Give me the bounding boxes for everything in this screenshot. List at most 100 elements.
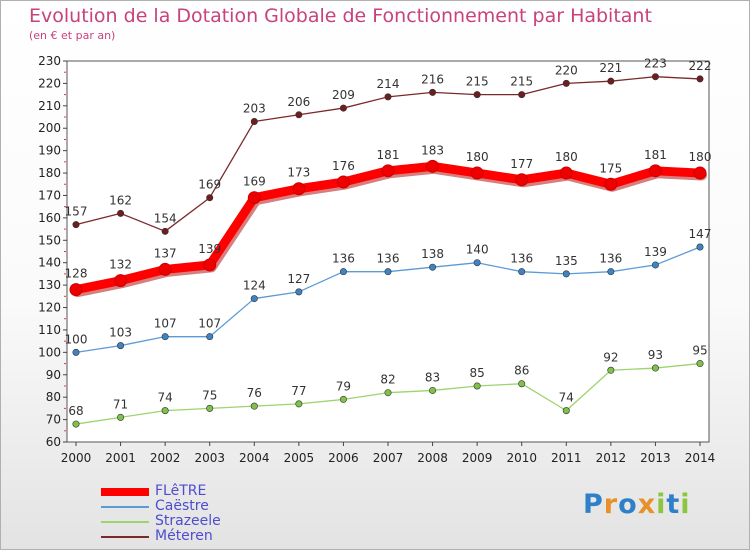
data-label-strazeele: 71 [113,397,128,411]
data-label-meteren: 220 [555,63,578,77]
data-label-caestre: 136 [510,252,533,266]
data-point-fletre [515,173,529,187]
data-label-strazeele: 92 [603,350,618,364]
data-point-caestre [161,333,169,341]
logo-letter: P [583,489,604,520]
data-label-fletre: 180 [555,150,578,164]
logo-letter: o [618,489,638,520]
data-label-caestre: 140 [466,243,489,257]
data-point-meteren [206,194,214,202]
legend-label: Caëstre [155,498,209,514]
data-label-caestre: 136 [599,252,622,266]
data-label-fletre: 180 [466,150,489,164]
data-point-caestre [295,288,303,296]
data-label-strazeele: 86 [514,364,529,378]
data-point-fletre [381,164,395,178]
data-point-strazeele [651,364,659,372]
data-point-strazeele [607,366,615,374]
x-tick-label: 2002 [150,451,181,465]
logo-letter: i [680,489,691,520]
data-label-meteren: 223 [644,57,667,71]
chart-title: Evolution de la Dotation Globale de Fonc… [29,5,652,27]
data-label-meteren: 203 [243,102,266,116]
x-tick-label: 2013 [640,451,671,465]
data-point-caestre [562,270,570,278]
data-label-fletre: 137 [154,246,177,260]
data-label-strazeele: 85 [470,366,485,380]
data-point-caestre [518,268,526,276]
y-tick-label: 230 [38,54,61,68]
y-tick-label: 100 [38,345,61,359]
data-label-strazeele: 74 [158,391,173,405]
data-label-strazeele: 76 [247,386,262,400]
data-label-caestre: 139 [644,245,667,259]
data-point-fletre [292,182,306,196]
data-point-fletre [693,166,707,180]
x-tick-label: 2009 [462,451,493,465]
legend-item: Caëstre [101,499,221,514]
data-label-caestre: 136 [377,252,400,266]
x-tick-label: 2010 [506,451,537,465]
data-point-caestre [607,268,615,276]
legend-item: Méteren [101,529,221,544]
data-point-meteren [339,104,347,112]
data-point-meteren [161,227,169,235]
data-point-caestre [696,243,704,251]
data-point-fletre [604,177,618,191]
data-point-fletre [559,166,573,180]
y-tick-label: 70 [46,413,61,427]
data-label-caestre: 135 [555,254,578,268]
data-point-meteren [72,221,80,229]
data-point-meteren [651,73,659,81]
data-label-caestre: 127 [287,272,310,286]
data-label-caestre: 103 [109,326,132,340]
data-point-strazeele [206,404,214,412]
chart-subtitle: (en € et par an) [29,29,116,42]
x-tick-label: 2003 [194,451,225,465]
data-label-meteren: 222 [689,59,712,73]
y-tick-label: 60 [46,435,61,449]
data-label-meteren: 162 [109,193,132,207]
y-tick-label: 220 [38,76,61,90]
data-point-meteren [384,93,392,101]
data-label-caestre: 138 [421,247,444,261]
data-point-strazeele [72,420,80,428]
data-point-caestre [429,263,437,271]
data-label-meteren: 221 [599,61,622,75]
logo-letter: r [603,489,619,520]
y-tick-label: 170 [38,188,61,202]
data-point-caestre [250,295,258,303]
y-tick-label: 210 [38,99,61,113]
legend-swatch [101,505,149,508]
y-tick-label: 140 [38,256,61,270]
data-point-meteren [295,111,303,119]
data-point-fletre [158,262,172,276]
data-point-fletre [470,166,484,180]
data-label-strazeele: 68 [68,404,83,418]
data-point-caestre [117,342,125,350]
legend-swatch [101,487,149,496]
data-label-fletre: 175 [599,161,622,175]
proxiti-logo: Proxiti [583,489,691,520]
data-point-fletre [114,274,128,288]
x-tick-label: 2004 [239,451,270,465]
x-tick-label: 2011 [551,451,582,465]
data-label-meteren: 214 [377,77,400,91]
data-point-strazeele [161,407,169,415]
data-label-fletre: 139 [198,242,221,256]
legend-swatch [101,520,149,523]
data-point-meteren [696,75,704,83]
data-label-meteren: 169 [198,178,221,192]
data-point-caestre [384,268,392,276]
legend-label: FLêTRE [155,483,207,499]
y-tick-label: 110 [38,323,61,337]
legend: FLêTRE Caëstre Strazeele Méteren [101,484,221,544]
data-label-strazeele: 75 [202,388,217,402]
data-label-fletre: 132 [109,258,132,272]
data-point-fletre [648,164,662,178]
data-point-strazeele [384,389,392,397]
data-label-strazeele: 93 [648,348,663,362]
data-point-strazeele [295,400,303,408]
